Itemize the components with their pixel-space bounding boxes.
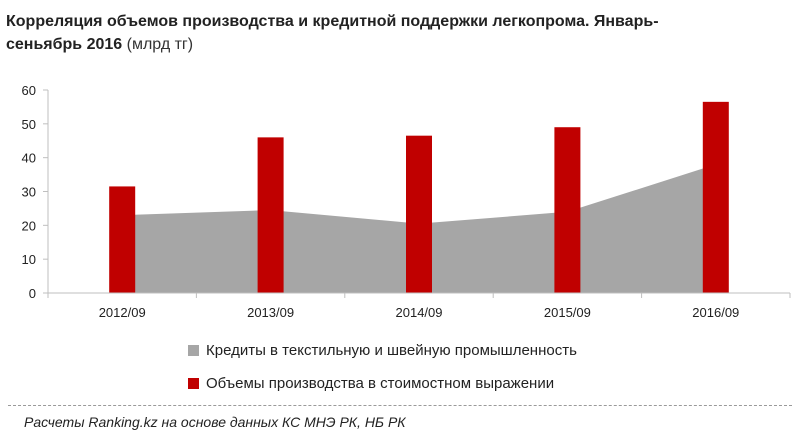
chart-title-main: Корреляция объемов производства и кредит… (6, 13, 659, 53)
y-tick-label-30: 30 (22, 185, 36, 200)
x-tick-label-2015-09: 2015/09 (544, 305, 591, 320)
production-bars-layer (109, 101, 729, 293)
y-tick-label-40: 40 (22, 151, 36, 166)
y-tick-label-0: 0 (29, 286, 36, 301)
x-tick-labels: 2012/09 2013/09 2014/09 2015/09 2016/09 (99, 305, 740, 320)
x-tick-label-2014-09: 2014/09 (396, 305, 443, 320)
legend-item-credits: Кредиты в текстильную и швейную промышле… (188, 342, 577, 359)
y-tick-labels: 0 10 20 30 40 50 60 (22, 83, 36, 301)
y-tick-label-60: 60 (22, 83, 36, 98)
axes-layer (43, 89, 791, 298)
legend-swatch-production (188, 378, 199, 389)
chart-title-unit: (млрд тг) (126, 36, 194, 53)
production-bar-2016-09 (702, 101, 729, 293)
y-tick-label-50: 50 (22, 117, 36, 132)
production-bar-2014-09 (406, 135, 432, 293)
legend-label-credits: Кредиты в текстильную и швейную промышле… (206, 342, 577, 359)
y-tick-label-20: 20 (22, 218, 36, 233)
source-note: Расчеты Ranking.kz на основе данных КС М… (24, 414, 406, 430)
production-bar-2012-09 (109, 186, 136, 293)
legend-swatch-credits (188, 345, 199, 356)
legend-label-production: Объемы производства в стоимостном выраже… (206, 375, 555, 392)
legend-item-production: Объемы производства в стоимостном выраже… (188, 375, 554, 392)
x-tick-label-2013-09: 2013/09 (247, 305, 294, 320)
y-tick-label-10: 10 (22, 252, 36, 267)
footer-divider (8, 405, 792, 406)
production-bar-2015-09 (554, 127, 581, 293)
x-tick-label-2016-09: 2016/09 (692, 305, 739, 320)
chart-title: Корреляция объемов производства и кредит… (6, 10, 706, 56)
x-tick-label-2012-09: 2012/09 (99, 305, 146, 320)
production-bar-2013-09 (257, 137, 284, 293)
